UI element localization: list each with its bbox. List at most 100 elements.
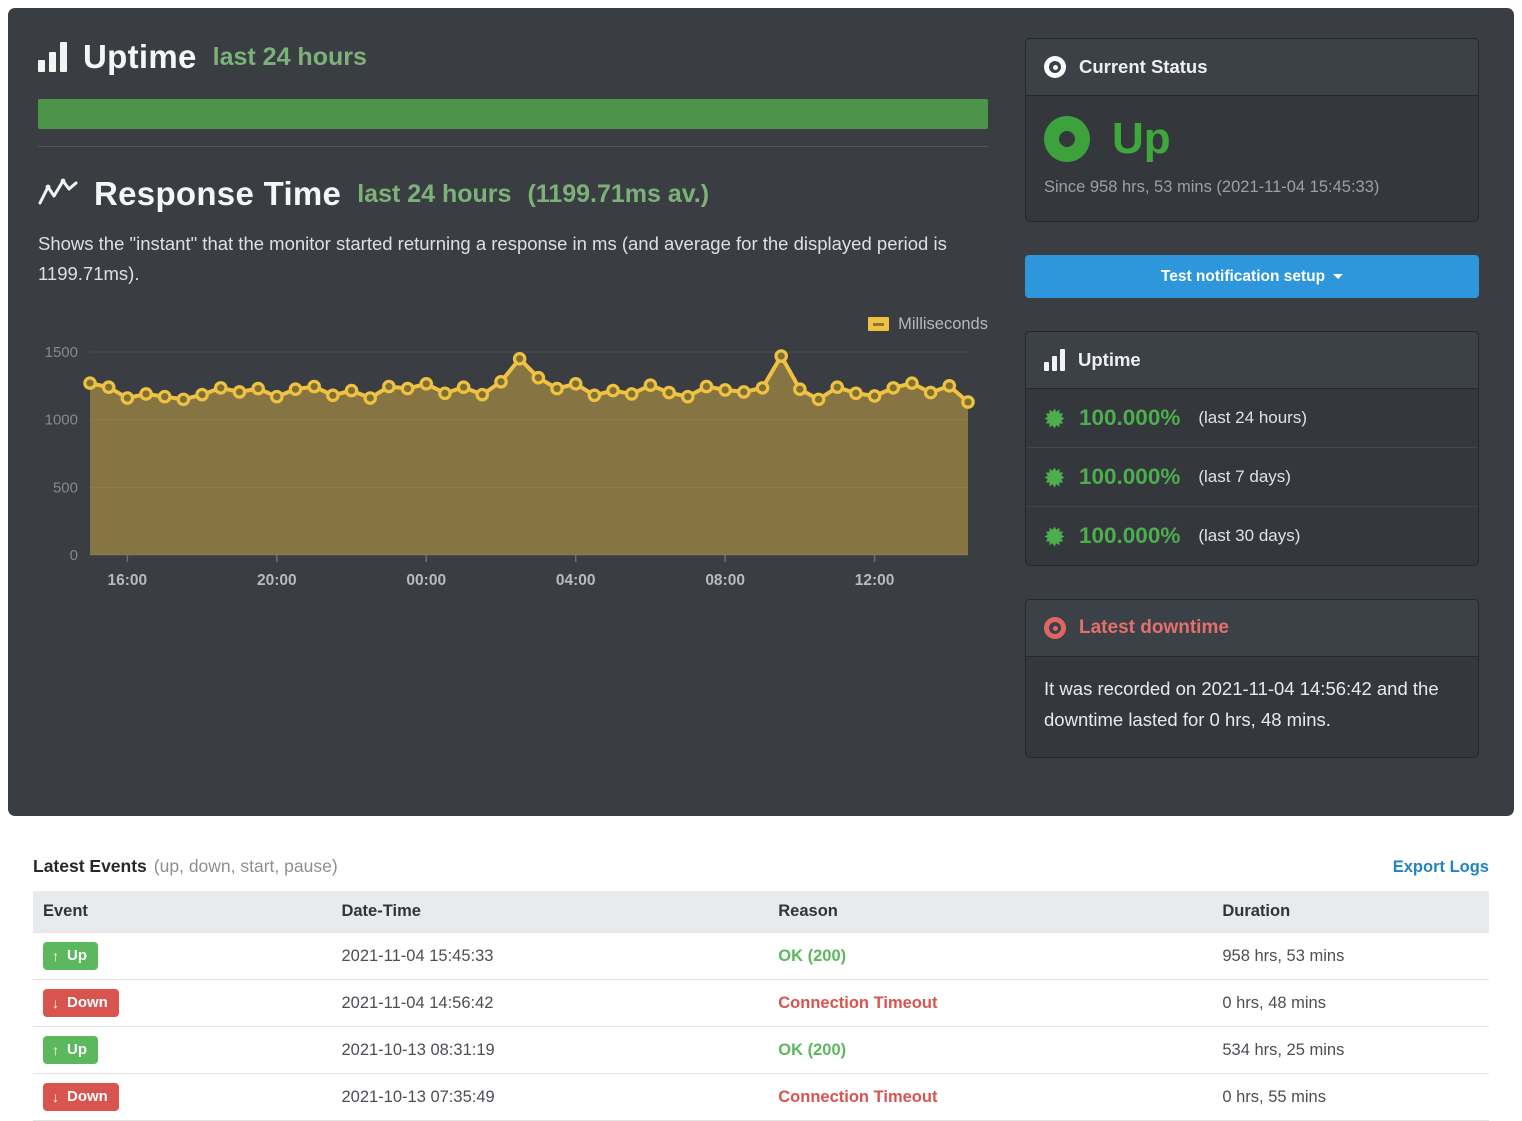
uptime-card-title: Uptime bbox=[1078, 349, 1141, 370]
bar-chart-icon bbox=[38, 42, 67, 72]
uptime-row-30d: 100.000% (last 30 days) bbox=[1026, 507, 1478, 565]
event-badge-label: Up bbox=[67, 1041, 87, 1059]
uptime-percent: 100.000% bbox=[1079, 464, 1181, 489]
current-status-body: Up Since 958 hrs, 53 mins (2021-11-04 15… bbox=[1026, 96, 1478, 221]
svg-text:04:00: 04:00 bbox=[556, 572, 596, 589]
export-logs-link[interactable]: Export Logs bbox=[1392, 858, 1489, 877]
svg-text:500: 500 bbox=[53, 479, 78, 496]
event-badge-label: Down bbox=[67, 994, 108, 1012]
response-time-chart: 0 500 1000 1500 16:00 20:00 00:00 04:00 08:00 12:… bbox=[38, 340, 988, 607]
up-status-icon bbox=[1044, 116, 1090, 162]
up-badge: ↑ Up bbox=[43, 1036, 98, 1065]
svg-text:08:00: 08:00 bbox=[705, 572, 745, 589]
latest-events-section: Latest Events (up, down, start, pause) E… bbox=[0, 856, 1522, 1121]
bar-chart-icon bbox=[1044, 349, 1065, 371]
test-notification-button[interactable]: Test notification setup bbox=[1025, 255, 1479, 298]
events-heading-row: Latest Events (up, down, start, pause) E… bbox=[33, 856, 1489, 877]
test-notification-label: Test notification setup bbox=[1160, 267, 1326, 285]
event-badge-label: Down bbox=[67, 1088, 108, 1106]
response-chart-svg: 0 500 1000 1500 16:00 20:00 00:00 04:00 08:00 12:… bbox=[45, 344, 975, 589]
column-reason: Reason bbox=[768, 891, 1213, 933]
current-status-header: Current Status bbox=[1026, 39, 1478, 96]
latest-downtime-title: Latest downtime bbox=[1079, 617, 1229, 638]
response-subtitle: last 24 hours bbox=[357, 179, 512, 208]
down-arrow-icon: ↓ bbox=[52, 1088, 59, 1105]
badge-burst-icon bbox=[1044, 525, 1065, 547]
caret-down-icon bbox=[1333, 274, 1344, 279]
badge-burst-icon bbox=[1044, 407, 1065, 429]
down-badge: ↓ Down bbox=[43, 989, 119, 1018]
event-datetime: 2021-11-04 14:56:42 bbox=[331, 979, 769, 1028]
events-header-row: Event Date-Time Reason Duration bbox=[33, 891, 1489, 933]
uptime-period: (last 7 days) bbox=[1198, 467, 1291, 486]
event-datetime: 2021-10-13 08:31:19 bbox=[331, 1026, 769, 1075]
svg-text:20:00: 20:00 bbox=[257, 572, 297, 589]
response-description: Shows the "instant" that the monitor sta… bbox=[38, 233, 947, 284]
uptime-row-24h: 100.000% (last 24 hours) bbox=[1026, 389, 1478, 448]
column-datetime: Date-Time bbox=[331, 891, 769, 933]
current-status-card: Current Status Up Since 958 hrs, 53 mins… bbox=[1025, 38, 1479, 222]
latest-downtime-text: It was recorded on 2021-11-04 14:56:42 a… bbox=[1044, 678, 1439, 730]
event-row: ↓ Down 2021-10-13 07:35:49 Connection Timeo… bbox=[33, 1073, 1489, 1121]
event-duration: 0 hrs, 55 mins bbox=[1212, 1073, 1489, 1121]
events-subtitle: (up, down, start, pause) bbox=[153, 856, 338, 877]
chart-legend: Milliseconds bbox=[38, 315, 988, 334]
latest-downtime-header: Latest downtime bbox=[1026, 600, 1478, 657]
svg-text:0: 0 bbox=[70, 547, 78, 564]
latest-downtime-card: Latest downtime It was recorded on 2021-… bbox=[1025, 599, 1479, 759]
uptime-percent: 100.000% bbox=[1079, 405, 1181, 430]
uptime-period: (last 24 hours) bbox=[1198, 408, 1308, 427]
legend-label: Milliseconds bbox=[898, 314, 988, 333]
uptime-card-header: Uptime bbox=[1026, 332, 1478, 389]
event-duration: 958 hrs, 53 mins bbox=[1212, 932, 1489, 981]
column-duration: Duration bbox=[1212, 891, 1489, 933]
status-record-icon bbox=[1044, 56, 1066, 78]
svg-text:1000: 1000 bbox=[45, 412, 78, 429]
monitor-panel: Uptime last 24 hours Response Time last … bbox=[8, 8, 1514, 817]
current-status-title: Current Status bbox=[1079, 56, 1208, 77]
legend-swatch-icon bbox=[868, 317, 890, 332]
up-arrow-icon: ↑ bbox=[52, 947, 59, 964]
section-divider bbox=[38, 146, 988, 147]
uptime-row-7d: 100.000% (last 7 days) bbox=[1026, 448, 1478, 507]
up-badge: ↑ Up bbox=[43, 942, 98, 971]
up-arrow-icon: ↑ bbox=[52, 1041, 59, 1058]
event-row: ↑ Up 2021-10-13 08:31:19 OK (200) 534 hrs, 2… bbox=[33, 1026, 1489, 1075]
event-reason: Connection Timeout bbox=[778, 1087, 938, 1106]
downtime-record-icon bbox=[1044, 617, 1066, 639]
sidebar: Current Status Up Since 958 hrs, 53 mins… bbox=[1025, 38, 1479, 759]
column-event: Event bbox=[33, 891, 332, 933]
down-arrow-icon: ↓ bbox=[52, 994, 59, 1011]
event-datetime: 2021-11-04 15:45:33 bbox=[331, 932, 769, 981]
event-row: ↓ Down 2021-11-04 14:56:42 Connection Timeo… bbox=[33, 979, 1489, 1028]
uptime-history-bar[interactable] bbox=[38, 99, 988, 129]
status-state: Up bbox=[1112, 114, 1171, 163]
svg-text:16:00: 16:00 bbox=[108, 572, 148, 589]
event-duration: 0 hrs, 48 mins bbox=[1212, 979, 1489, 1028]
events-title: Latest Events bbox=[33, 856, 147, 877]
event-datetime: 2021-10-13 07:35:49 bbox=[331, 1073, 769, 1121]
response-title: Response Time bbox=[94, 175, 342, 212]
event-reason: Connection Timeout bbox=[778, 993, 938, 1012]
event-row: ↑ Up 2021-11-04 15:45:33 OK (200) 958 hrs, 5… bbox=[33, 932, 1489, 981]
line-chart-icon bbox=[38, 178, 78, 205]
badge-burst-icon bbox=[1044, 466, 1065, 488]
response-section-header: Response Time last 24 hours (1199.71ms a… bbox=[38, 175, 988, 213]
uptime-subtitle: last 24 hours bbox=[212, 42, 367, 71]
response-average: (1199.71ms av.) bbox=[527, 179, 710, 208]
uptime-period: (last 30 days) bbox=[1198, 526, 1301, 545]
uptime-card: Uptime 100.000% (last 24 hours) 100.000%… bbox=[1025, 331, 1479, 566]
svg-text:00:00: 00:00 bbox=[406, 572, 446, 589]
svg-text:1500: 1500 bbox=[45, 344, 78, 361]
main-column: Uptime last 24 hours Response Time last … bbox=[38, 38, 988, 758]
uptime-section-header: Uptime last 24 hours bbox=[38, 38, 988, 76]
uptime-percent: 100.000% bbox=[1079, 523, 1181, 548]
event-badge-label: Up bbox=[67, 947, 87, 965]
svg-text:12:00: 12:00 bbox=[855, 572, 895, 589]
status-since: Since 958 hrs, 53 mins (2021-11-04 15:45… bbox=[1044, 178, 1380, 196]
event-duration: 534 hrs, 25 mins bbox=[1212, 1026, 1489, 1075]
events-table: Event Date-Time Reason Duration ↑ Up 2021-… bbox=[33, 891, 1489, 1121]
uptime-title: Uptime bbox=[83, 38, 197, 75]
down-badge: ↓ Down bbox=[43, 1083, 119, 1112]
event-reason: OK (200) bbox=[778, 1040, 847, 1059]
